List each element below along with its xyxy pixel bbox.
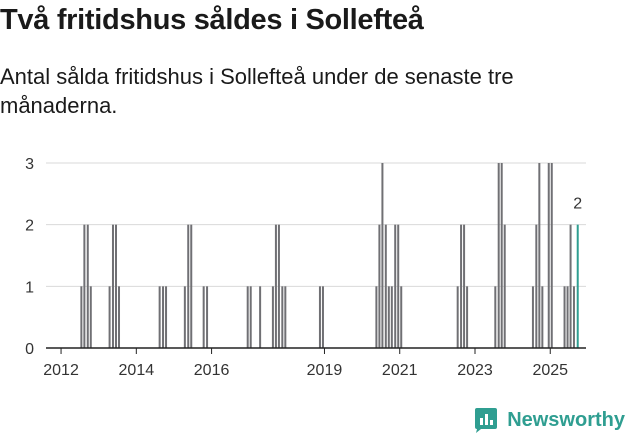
bar (547, 163, 550, 348)
bar (187, 224, 190, 348)
bar (456, 286, 459, 348)
brand-name: Newsworthy (507, 408, 625, 431)
bar (83, 224, 86, 348)
labels: 0 1 2 3 2012 2014 2016 2019 2021 2023 2025 2 (25, 156, 582, 379)
x-tick-label-2025: 2025 (532, 362, 568, 379)
bar (394, 224, 397, 348)
bar (158, 286, 161, 348)
bar (80, 286, 83, 348)
bar (400, 286, 403, 348)
bar (118, 286, 121, 348)
bars (80, 163, 579, 348)
x-tick-label-2014: 2014 (119, 362, 155, 379)
bar (318, 286, 321, 348)
bar (277, 224, 280, 348)
y-tick-label-0: 0 (25, 341, 34, 358)
bar (387, 286, 390, 348)
bar (165, 286, 168, 348)
bar (569, 224, 572, 348)
bar (541, 286, 544, 348)
bar (381, 163, 384, 348)
bar (538, 163, 541, 348)
chart-logo-icon (475, 408, 498, 433)
bar-chart: 0 1 2 3 2012 2014 2016 2019 2021 2023 2025 2 (25, 156, 586, 379)
bar (494, 286, 497, 348)
bar (274, 224, 277, 348)
bar (460, 224, 463, 348)
bar (284, 286, 287, 348)
y-tick-label-2: 2 (25, 218, 34, 235)
bar (375, 286, 378, 348)
x-tick-label-2021: 2021 (382, 362, 418, 379)
bar (162, 286, 165, 348)
bar (190, 224, 193, 348)
bar (271, 286, 274, 348)
bar (531, 286, 534, 348)
bar (572, 286, 575, 348)
bar (86, 224, 89, 348)
bar (497, 163, 500, 348)
bar (246, 286, 249, 348)
bar (183, 286, 186, 348)
bar (390, 286, 393, 348)
newsworthy-logo: Newsworthy (473, 407, 625, 433)
x-tick-label-2012: 2012 (43, 362, 79, 379)
bar (384, 224, 387, 348)
bar (576, 224, 579, 348)
bar (563, 286, 566, 348)
bar (111, 224, 114, 348)
chart-subtitle: Antal sålda fritidshus i Sollefteå under… (0, 64, 514, 118)
data-label-latest: 2 (573, 196, 582, 213)
bar (321, 286, 324, 348)
bar (550, 163, 553, 348)
bar (202, 286, 205, 348)
chart-title: Två fritidshus såldes i Sollefteå (0, 4, 424, 36)
bar (397, 224, 400, 348)
y-tick-label-1: 1 (25, 279, 34, 296)
bar (503, 224, 506, 348)
x-tick-label-2023: 2023 (457, 362, 493, 379)
bar (500, 163, 503, 348)
bar (206, 286, 209, 348)
bar (466, 286, 469, 348)
gridlines (46, 162, 586, 287)
bar (249, 286, 252, 348)
bar (108, 286, 111, 348)
bar (281, 286, 284, 348)
bar (566, 286, 569, 348)
bar (535, 224, 538, 348)
bar (114, 224, 117, 348)
y-tick-label-3: 3 (25, 156, 34, 173)
bar (463, 224, 466, 348)
x-axis (46, 347, 586, 354)
x-tick-label-2016: 2016 (194, 362, 230, 379)
bar (89, 286, 92, 348)
bar (259, 286, 262, 348)
bar (378, 224, 381, 348)
x-tick-label-2019: 2019 (307, 362, 343, 379)
